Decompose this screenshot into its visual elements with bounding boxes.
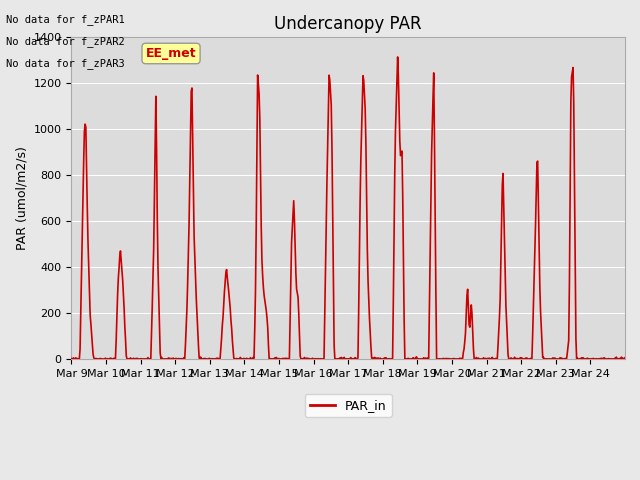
Text: No data for f_zPAR2: No data for f_zPAR2 bbox=[6, 36, 125, 47]
Text: EE_met: EE_met bbox=[146, 47, 196, 60]
Text: No data for f_zPAR1: No data for f_zPAR1 bbox=[6, 14, 125, 25]
Legend: PAR_in: PAR_in bbox=[305, 394, 392, 417]
Y-axis label: PAR (umol/m2/s): PAR (umol/m2/s) bbox=[15, 146, 28, 250]
Title: Undercanopy PAR: Undercanopy PAR bbox=[275, 15, 422, 33]
Text: No data for f_zPAR3: No data for f_zPAR3 bbox=[6, 58, 125, 69]
